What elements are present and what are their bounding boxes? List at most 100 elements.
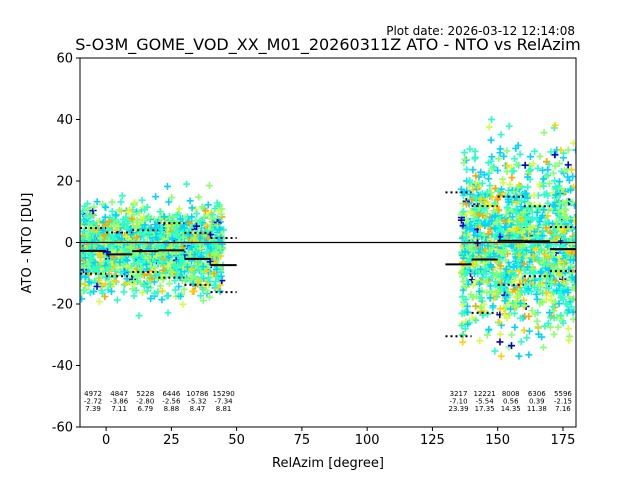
data-point: [563, 301, 571, 309]
data-point: [486, 294, 494, 302]
data-point: [96, 217, 104, 225]
data-point: [496, 330, 504, 338]
data-point: [559, 199, 567, 207]
data-point: [487, 274, 495, 282]
data-point: [500, 152, 508, 160]
chart-title: S-O3M_GOME_VOD_XX_M01_20260311Z ATO - NT…: [75, 35, 580, 55]
data-point: [86, 242, 94, 250]
data-point: [151, 220, 159, 228]
data-point: [173, 211, 181, 219]
data-point: [555, 178, 563, 186]
data-point: [120, 281, 128, 289]
data-point: [551, 121, 559, 129]
data-point: [476, 337, 484, 345]
data-point: [93, 282, 101, 290]
data-point: [516, 299, 524, 307]
data-point: [497, 352, 505, 360]
data-point: [540, 191, 548, 199]
data-point: [143, 287, 151, 295]
data-point: [539, 344, 547, 352]
x-tick-label: 0: [102, 433, 110, 448]
data-point: [571, 276, 576, 284]
data-point: [533, 295, 541, 303]
x-tick-label: 150: [485, 433, 510, 448]
data-point: [91, 277, 99, 285]
data-point: [95, 276, 103, 284]
data-point: [520, 250, 528, 258]
data-point: [147, 295, 155, 303]
data-point: [501, 280, 509, 288]
data-point: [488, 217, 496, 225]
data-point: [557, 146, 565, 154]
bin-stat-label: -7.10: [449, 398, 467, 406]
data-point: [107, 216, 115, 224]
data-point: [527, 288, 535, 296]
data-point: [205, 182, 213, 190]
data-point: [195, 278, 203, 286]
data-point: [488, 153, 496, 161]
data-point: [80, 295, 86, 303]
bin-stat-label: 6446: [162, 390, 180, 398]
data-point: [91, 265, 99, 273]
data-point: [486, 182, 494, 190]
data-point: [553, 286, 561, 294]
data-point: [92, 240, 100, 248]
data-point: [160, 213, 168, 221]
data-point: [565, 336, 573, 344]
data-point: [168, 194, 176, 202]
data-point: [488, 165, 496, 173]
data-point: [147, 263, 155, 271]
data-point: [507, 242, 515, 250]
bin-stat-label: 6306: [528, 390, 546, 398]
data-point: [564, 288, 572, 296]
data-point: [108, 198, 116, 206]
data-point: [175, 283, 183, 291]
data-point: [564, 161, 572, 169]
data-point: [532, 244, 540, 252]
data-point: [481, 264, 489, 272]
data-point: [457, 216, 465, 224]
data-point: [513, 160, 521, 168]
data-point: [540, 129, 548, 137]
data-point: [80, 279, 85, 287]
data-point: [157, 250, 165, 258]
data-point: [523, 334, 531, 342]
data-point: [485, 175, 493, 183]
bin-stat-label: -3.86: [110, 398, 129, 406]
bin-stat-label: 6.79: [137, 405, 153, 413]
data-point: [203, 287, 211, 295]
data-point: [487, 136, 495, 144]
data-point: [197, 292, 205, 300]
data-point: [533, 208, 541, 216]
data-point: [466, 178, 474, 186]
data-point: [539, 212, 547, 220]
data-point: [542, 224, 550, 232]
data-point: [534, 230, 542, 238]
data-point: [165, 280, 173, 288]
data-point: [209, 242, 217, 250]
data-point: [570, 295, 576, 303]
data-point: [567, 303, 575, 311]
bin-stat-label: 8.47: [190, 405, 206, 413]
data-point: [547, 278, 555, 286]
data-point: [549, 169, 557, 177]
data-point: [502, 304, 510, 312]
data-point: [117, 235, 125, 243]
data-point: [135, 312, 143, 320]
data-point: [546, 228, 554, 236]
data-point: [501, 311, 509, 319]
data-point: [180, 224, 188, 232]
data-point: [511, 301, 519, 309]
data-point: [157, 225, 165, 233]
bin-stat-label: 0.39: [529, 398, 545, 406]
data-point: [525, 351, 533, 359]
data-point: [502, 293, 510, 301]
data-point: [89, 230, 97, 238]
data-point: [120, 288, 128, 296]
bin-stat-label: 17.35: [475, 405, 495, 413]
data-point: [492, 269, 500, 277]
bin-stat-label: 10786: [186, 390, 209, 398]
bin-stat-label: 23.39: [449, 405, 469, 413]
data-point: [213, 221, 221, 229]
data-point: [204, 201, 212, 209]
